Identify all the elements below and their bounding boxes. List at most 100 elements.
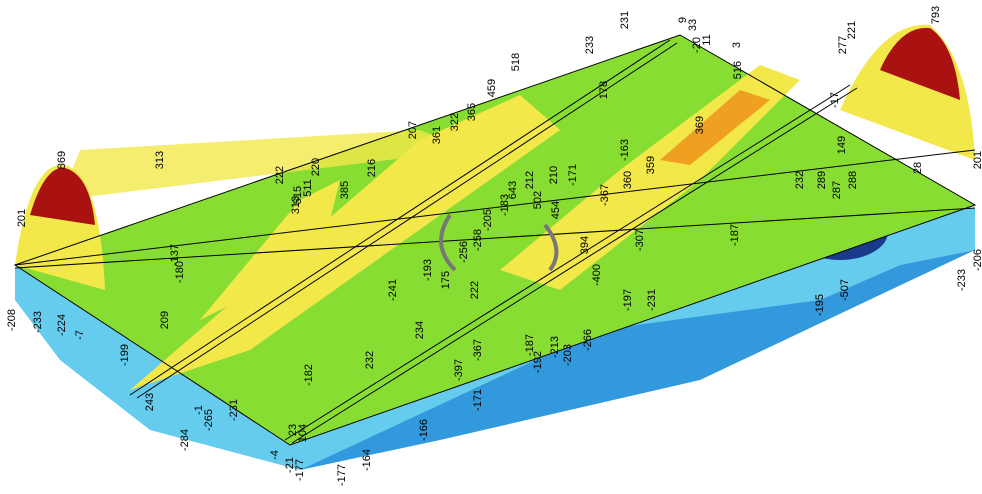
value-label: -195	[814, 294, 826, 316]
value-label: 23	[287, 424, 299, 436]
value-label: -205	[482, 209, 494, 231]
value-label: -231	[646, 289, 658, 311]
value-label: 9	[677, 17, 689, 23]
value-label: -17	[829, 92, 841, 108]
value-label: -197	[622, 289, 634, 311]
value-label: -199	[119, 344, 131, 366]
yellow-band	[60, 130, 470, 200]
value-label: 516	[732, 61, 744, 79]
value-label: 793	[930, 6, 942, 24]
beam	[284, 84, 851, 441]
value-label: -367	[472, 339, 484, 361]
orange-band	[660, 90, 770, 165]
value-label: 288	[847, 171, 859, 189]
value-label: 33	[687, 19, 699, 31]
value-label: -7	[74, 330, 86, 340]
value-label: -266	[582, 329, 594, 351]
value-label: -182	[303, 364, 315, 386]
dome-right-core	[880, 27, 960, 100]
value-label: -233	[32, 311, 44, 333]
value-label: 511	[302, 179, 314, 197]
value-label: -208	[6, 309, 18, 331]
value-label: -284	[179, 429, 191, 451]
value-label: 207	[407, 121, 419, 139]
value-label: -307	[634, 229, 646, 251]
value-label: -241	[387, 279, 399, 301]
value-label: 869	[56, 151, 68, 169]
value-label: 3	[731, 42, 743, 48]
value-label: 365	[466, 103, 478, 121]
value-label: 385	[339, 181, 351, 199]
value-label: 221	[846, 21, 858, 39]
value-label: -20	[691, 37, 703, 53]
value-label: 233	[584, 36, 596, 54]
value-label: 394	[579, 236, 591, 254]
value-label: 209	[159, 311, 171, 329]
value-label: -163	[619, 139, 631, 161]
value-label: -4	[269, 450, 281, 460]
value-label: 243	[144, 393, 156, 411]
value-label: -231	[228, 399, 240, 421]
value-label: 11	[701, 34, 713, 45]
value-label: -187	[524, 334, 536, 356]
value-label: 359	[645, 156, 657, 174]
value-label: 360	[622, 171, 634, 189]
value-label: -213	[549, 336, 561, 358]
value-label: 361	[431, 126, 443, 144]
value-label: 277	[837, 36, 849, 54]
value-label: 175	[440, 271, 452, 289]
outline	[13, 34, 977, 446]
value-label: -166	[418, 419, 430, 441]
yellow-band	[200, 180, 340, 320]
value-label: -164	[361, 449, 373, 471]
value-label: -21	[284, 457, 296, 473]
value-label: -187	[729, 224, 741, 246]
value-label: 231	[619, 11, 631, 29]
value-label: 222	[469, 281, 481, 299]
moment-arrow	[543, 223, 559, 272]
value-label: 232	[364, 351, 376, 369]
value-label: 234	[414, 321, 426, 339]
value-label: -192	[532, 351, 544, 373]
value-label: -233	[956, 269, 968, 291]
value-label: -137	[169, 244, 181, 266]
value-label: 201	[16, 209, 28, 227]
edge	[14, 207, 976, 269]
value-label: 212	[524, 171, 536, 189]
value-label: 502	[532, 191, 544, 209]
value-label: -177	[294, 459, 306, 481]
model-surface	[13, 24, 977, 470]
value-label: 313	[290, 196, 302, 214]
value-label: 104	[297, 424, 309, 442]
value-label: -171	[472, 389, 484, 411]
value-label: 201	[972, 151, 982, 169]
moment-arrow	[439, 213, 457, 272]
value-label: 220	[310, 158, 322, 176]
value-label: -367	[599, 184, 611, 206]
value-label: 454	[550, 201, 562, 219]
value-label: 518	[510, 53, 522, 71]
value-label: 459	[486, 79, 498, 97]
value-label: 313	[154, 151, 166, 169]
value-label: 643	[507, 181, 519, 199]
value-label: -258	[472, 229, 484, 251]
beam	[136, 42, 678, 399]
beam	[291, 87, 858, 444]
value-label: 216	[366, 159, 378, 177]
value-label: 289	[816, 171, 828, 189]
value-label: 210	[548, 166, 560, 184]
value-label: -400	[591, 264, 603, 286]
value-label: -507	[839, 279, 851, 301]
value-label: 515	[292, 186, 304, 204]
value-label: 232	[794, 171, 806, 189]
slab-edge	[13, 34, 977, 446]
value-label: 28	[912, 162, 924, 174]
value-label: -224	[56, 314, 68, 336]
value-label: 369	[694, 116, 706, 134]
beam	[129, 39, 671, 396]
value-label: -397	[453, 359, 465, 381]
deep-zone	[300, 250, 975, 470]
value-label: 222	[274, 166, 286, 184]
